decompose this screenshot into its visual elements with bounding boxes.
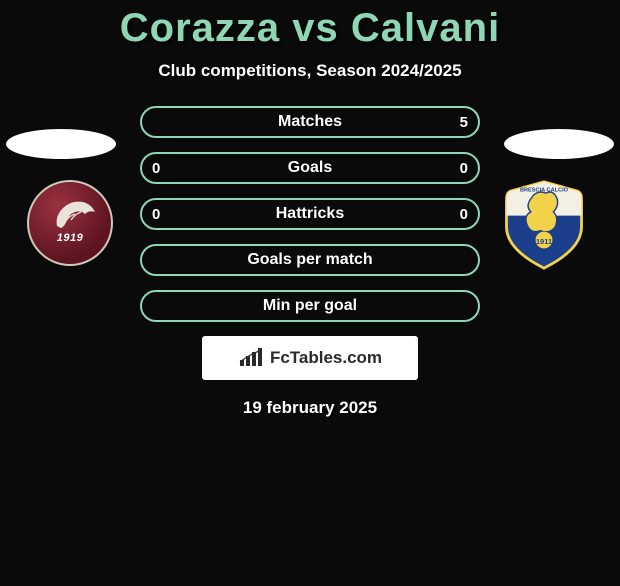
- stat-label: Goals: [288, 159, 332, 177]
- title-vs: vs: [292, 6, 339, 50]
- subtitle: Club competitions, Season 2024/2025: [0, 61, 620, 81]
- stats-area: Matches 5 0 Goals 0 0 Hattricks 0 Goals …: [0, 106, 620, 322]
- page-title: Corazza vs Calvani: [0, 6, 620, 51]
- stat-row-goals-per-match: Goals per match: [140, 244, 480, 276]
- stat-row-matches: Matches 5: [140, 106, 480, 138]
- stat-row-min-per-goal: Min per goal: [140, 290, 480, 322]
- date: 19 february 2025: [0, 398, 620, 418]
- watermark: FcTables.com: [202, 336, 418, 380]
- stat-right-value: 0: [460, 160, 468, 177]
- stat-right-value: 0: [460, 206, 468, 223]
- stat-label: Goals per match: [247, 251, 372, 269]
- bars-icon: [238, 348, 266, 368]
- stat-left-value: 0: [152, 206, 160, 223]
- stat-label: Matches: [278, 113, 342, 131]
- watermark-text: FcTables.com: [270, 348, 382, 368]
- stat-row-hattricks: 0 Hattricks 0: [140, 198, 480, 230]
- stat-label: Min per goal: [263, 297, 357, 315]
- stat-row-goals: 0 Goals 0: [140, 152, 480, 184]
- title-left: Corazza: [120, 6, 280, 50]
- stat-left-value: 0: [152, 160, 160, 177]
- stat-right-value: 5: [460, 114, 468, 131]
- stat-label: Hattricks: [276, 205, 344, 223]
- title-right: Calvani: [351, 6, 500, 50]
